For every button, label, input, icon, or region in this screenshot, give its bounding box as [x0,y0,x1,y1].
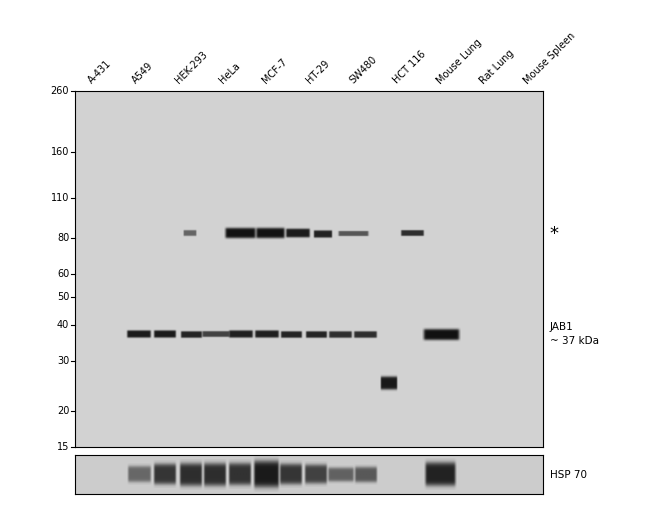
Text: 60: 60 [57,269,69,279]
Text: 15: 15 [57,442,69,452]
Text: A549: A549 [130,61,155,86]
Text: HT-29: HT-29 [304,59,331,86]
Text: 20: 20 [57,406,69,417]
Text: MCF-7: MCF-7 [261,57,289,86]
Text: 50: 50 [57,292,69,302]
Text: JAB1
~ 37 kDa: JAB1 ~ 37 kDa [550,322,599,346]
Text: 260: 260 [51,86,69,96]
Text: Mouse Spleen: Mouse Spleen [522,30,577,86]
Text: 80: 80 [57,233,69,243]
Text: 30: 30 [57,356,69,366]
Text: 160: 160 [51,147,69,157]
Text: SW480: SW480 [348,55,379,86]
Text: HCT 116: HCT 116 [391,49,428,86]
Text: *: * [550,225,559,242]
Text: Rat Lung: Rat Lung [478,48,516,86]
Text: HEK-293: HEK-293 [174,50,209,86]
Text: Mouse Lung: Mouse Lung [435,37,484,86]
Text: 40: 40 [57,320,69,330]
Text: HSP 70: HSP 70 [550,470,587,479]
Text: 110: 110 [51,193,69,203]
Text: A-431: A-431 [86,59,114,86]
Text: HeLa: HeLa [217,61,242,86]
